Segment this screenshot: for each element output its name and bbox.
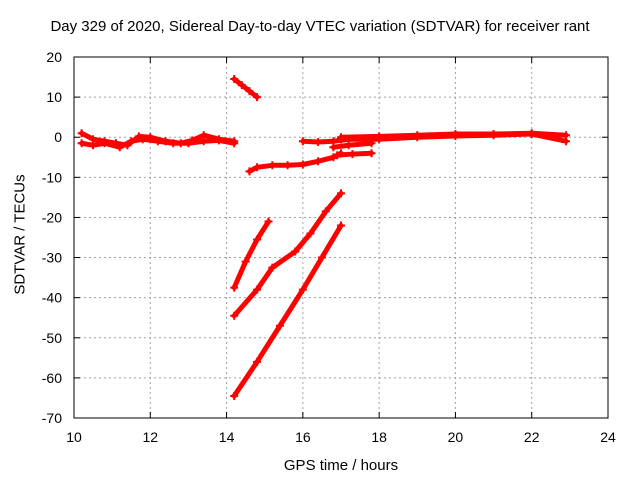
data-layer — [77, 75, 571, 400]
x-tick-label: 22 — [524, 429, 540, 445]
data-point — [329, 143, 338, 152]
data-point — [253, 163, 262, 172]
data-point — [333, 151, 342, 160]
x-tick-label: 24 — [600, 429, 616, 445]
data-point — [413, 133, 422, 142]
y-tick-label: 20 — [46, 49, 62, 65]
data-point — [275, 321, 284, 330]
y-axis-label: SDTVAR / TECUs — [11, 174, 29, 295]
data-point — [306, 229, 315, 238]
y-tick-label: 10 — [46, 89, 62, 105]
x-tick-label: 20 — [448, 429, 464, 445]
data-point — [298, 137, 307, 146]
data-point — [562, 137, 571, 146]
data-point — [298, 285, 307, 294]
data-point — [283, 161, 292, 170]
data-point — [268, 161, 277, 170]
y-tick-label: -70 — [42, 410, 62, 426]
data-point — [337, 221, 345, 230]
x-tick-label: 12 — [142, 429, 158, 445]
x-tick-label: 16 — [295, 429, 311, 445]
data-point — [230, 391, 239, 400]
data-point — [77, 139, 86, 148]
y-tick-label: -20 — [42, 209, 62, 225]
data-point — [367, 149, 376, 158]
data-point — [77, 129, 86, 138]
plot-frame — [73, 56, 609, 419]
data-point — [115, 143, 124, 152]
data-series-line — [246, 150, 344, 174]
y-tick-label: 0 — [54, 129, 62, 145]
data-point — [451, 132, 460, 141]
data-point — [253, 93, 262, 102]
chart-title: Day 329 of 2020, Sidereal Day-to-day VTE… — [50, 18, 590, 35]
x-tick-label: 14 — [219, 429, 235, 445]
data-point — [489, 131, 498, 140]
data-point — [291, 247, 300, 256]
data-point — [245, 87, 254, 96]
y-tick-label: -30 — [42, 250, 62, 266]
x-axis-label: GPS time / hours — [283, 457, 399, 474]
data-point — [230, 311, 239, 320]
data-point — [241, 257, 250, 266]
data-point — [153, 137, 162, 146]
data-point — [214, 136, 223, 145]
data-point — [230, 139, 239, 148]
data-point — [298, 160, 307, 169]
data-point — [344, 141, 353, 150]
axis-ticks: 10 12 14 16 18 20 22 24 20 10 0 -10 -20 -30 -40 -50 -60 -… — [42, 49, 616, 445]
data-point — [337, 135, 345, 144]
data-point — [245, 167, 254, 176]
data-point — [314, 138, 323, 147]
x-tick-label: 18 — [371, 429, 387, 445]
data-point — [337, 189, 345, 198]
data-point — [138, 135, 147, 144]
data-point — [253, 285, 262, 294]
data-point — [89, 141, 98, 150]
data-point — [253, 357, 262, 366]
data-point — [375, 135, 384, 144]
data-point — [268, 263, 277, 272]
data-point — [184, 139, 193, 148]
data-point — [253, 235, 262, 244]
y-tick-label: -10 — [42, 169, 62, 185]
data-point — [321, 207, 330, 216]
data-series-line — [231, 222, 344, 399]
data-point — [127, 137, 136, 146]
grid-lines — [74, 57, 608, 418]
x-tick-label: 10 — [66, 429, 82, 445]
data-point — [230, 75, 239, 84]
data-point — [314, 157, 323, 166]
data-point — [527, 130, 536, 139]
data-point — [317, 253, 326, 262]
data-point — [100, 139, 109, 148]
data-point — [264, 217, 273, 226]
y-tick-label: -60 — [42, 370, 62, 386]
y-tick-label: -50 — [42, 330, 62, 346]
y-tick-label: -40 — [42, 290, 62, 306]
data-series-line — [231, 76, 260, 100]
data-point — [199, 137, 208, 146]
data-point — [348, 150, 357, 159]
data-point — [237, 81, 246, 90]
data-point — [230, 283, 239, 292]
data-series-line — [231, 218, 272, 291]
data-point — [169, 139, 178, 148]
